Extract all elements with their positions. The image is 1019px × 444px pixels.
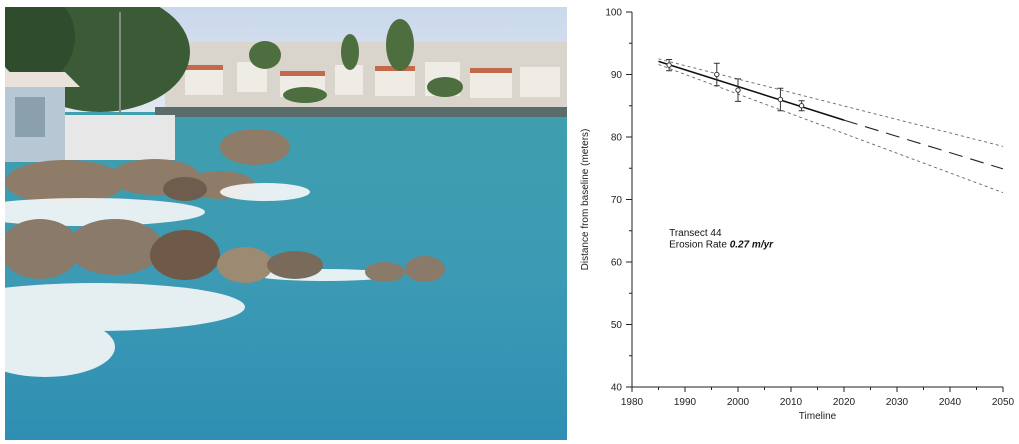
trend-line-short-dash <box>658 64 1004 194</box>
data-point <box>666 62 672 68</box>
erosion-rate-label: Erosion Rate 0.27 m/yr <box>669 240 774 251</box>
trend-line-solid <box>658 60 845 121</box>
data-point <box>798 103 805 109</box>
y-tick-label: 90 <box>611 70 623 81</box>
x-axis-ticks: 1980 1990 2000 2010 2020 2030 2040 2050 <box>621 387 1015 408</box>
data-points <box>666 59 805 112</box>
photo-illustration <box>5 7 567 440</box>
trend-lines <box>658 58 1004 194</box>
y-tick-label: 40 <box>611 383 623 394</box>
x-tick-label: 2000 <box>727 397 750 408</box>
x-tick-label: 2030 <box>886 397 909 408</box>
y-tick-label: 100 <box>605 8 622 19</box>
erosion-chart: 40 50 60 70 80 90 100 1980 1990 2000 2010 2020 2030… <box>580 8 1015 423</box>
x-tick-label: 2040 <box>939 397 962 408</box>
y-tick-label: 70 <box>611 195 623 206</box>
erosion-rate-value: 0.27 m/yr <box>730 240 774 251</box>
y-tick-label: 60 <box>611 258 623 269</box>
y-tick-label: 80 <box>611 133 623 144</box>
erosion-rate-caption: Erosion Rate <box>669 240 727 251</box>
x-tick-label: 2010 <box>780 397 803 408</box>
y-tick-label: 50 <box>611 320 623 331</box>
y-axis-title: Distance from baseline (meters) <box>580 129 591 271</box>
x-tick-label: 1990 <box>674 397 697 408</box>
trend-line-short-dash <box>658 58 1004 147</box>
data-point <box>735 87 741 93</box>
data-point <box>777 96 784 103</box>
transect-label: Transect 44 <box>669 228 722 239</box>
x-tick-label: 1980 <box>621 397 644 408</box>
trend-line-long-dash <box>843 119 1004 170</box>
data-point <box>714 71 720 78</box>
chart-axes <box>631 12 1003 388</box>
coastal-erosion-photo <box>5 7 567 440</box>
x-tick-label: 2050 <box>992 397 1015 408</box>
x-tick-label: 2020 <box>833 397 856 408</box>
y-axis-ticks: 40 50 60 70 80 90 100 <box>605 8 632 394</box>
x-axis-title: Timeline <box>799 411 837 422</box>
